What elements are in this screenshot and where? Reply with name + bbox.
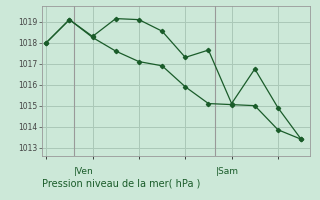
Text: |Ven: |Ven	[74, 167, 94, 176]
Text: |Sam: |Sam	[215, 167, 238, 176]
X-axis label: Pression niveau de la mer( hPa ): Pression niveau de la mer( hPa )	[42, 178, 200, 188]
